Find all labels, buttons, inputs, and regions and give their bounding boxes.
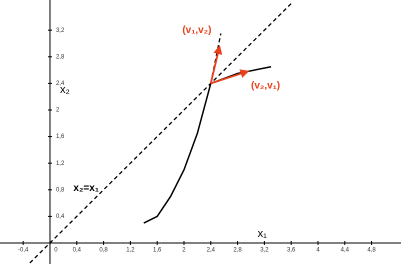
y-axis-label: x₂ [60, 84, 70, 96]
y-tick-label: 3,2 [56, 28, 65, 34]
arrow-label: (v₁,v₂) [182, 25, 211, 36]
y-tick-label: 2,4 [56, 81, 65, 87]
x-tick-label: 4,8 [367, 248, 376, 254]
diagonal-line [29, 3, 292, 264]
x-tick-label: 2,4 [207, 248, 216, 254]
arrow [210, 69, 250, 85]
y-tick-label: 2 [56, 108, 60, 114]
x-tick-label: 3,6 [287, 248, 296, 254]
x-tick-label: 1,6 [153, 248, 162, 254]
x-tick-label: 1,2 [126, 248, 135, 254]
y-tick-label: 0,8 [56, 187, 65, 193]
x-axis-label: x₁ [258, 228, 268, 240]
line-label: x₂=x₁ [73, 183, 99, 194]
x-tick-label: 4 [316, 248, 320, 254]
curve [143, 66, 272, 224]
x-tick-label: 0,8 [99, 248, 108, 254]
x-tick-label: 2 [182, 248, 186, 254]
y-tick-label: 2,8 [56, 54, 65, 60]
arrow-label: (v₂,v₁) [251, 81, 280, 92]
x-tick-label: -0,4 [18, 248, 29, 254]
x-tick-label: 0 [54, 248, 58, 254]
y-tick-label: 1,2 [56, 161, 65, 167]
y-tick-label: 1,6 [56, 134, 65, 140]
y-tick-label: 0,4 [56, 214, 65, 220]
x-tick-label: 2,8 [233, 248, 242, 254]
arrow [209, 45, 223, 84]
x-tick-label: 4,4 [341, 248, 350, 254]
x-tick-label: 0,4 [73, 248, 82, 254]
x-tick-label: 3,2 [260, 248, 269, 254]
